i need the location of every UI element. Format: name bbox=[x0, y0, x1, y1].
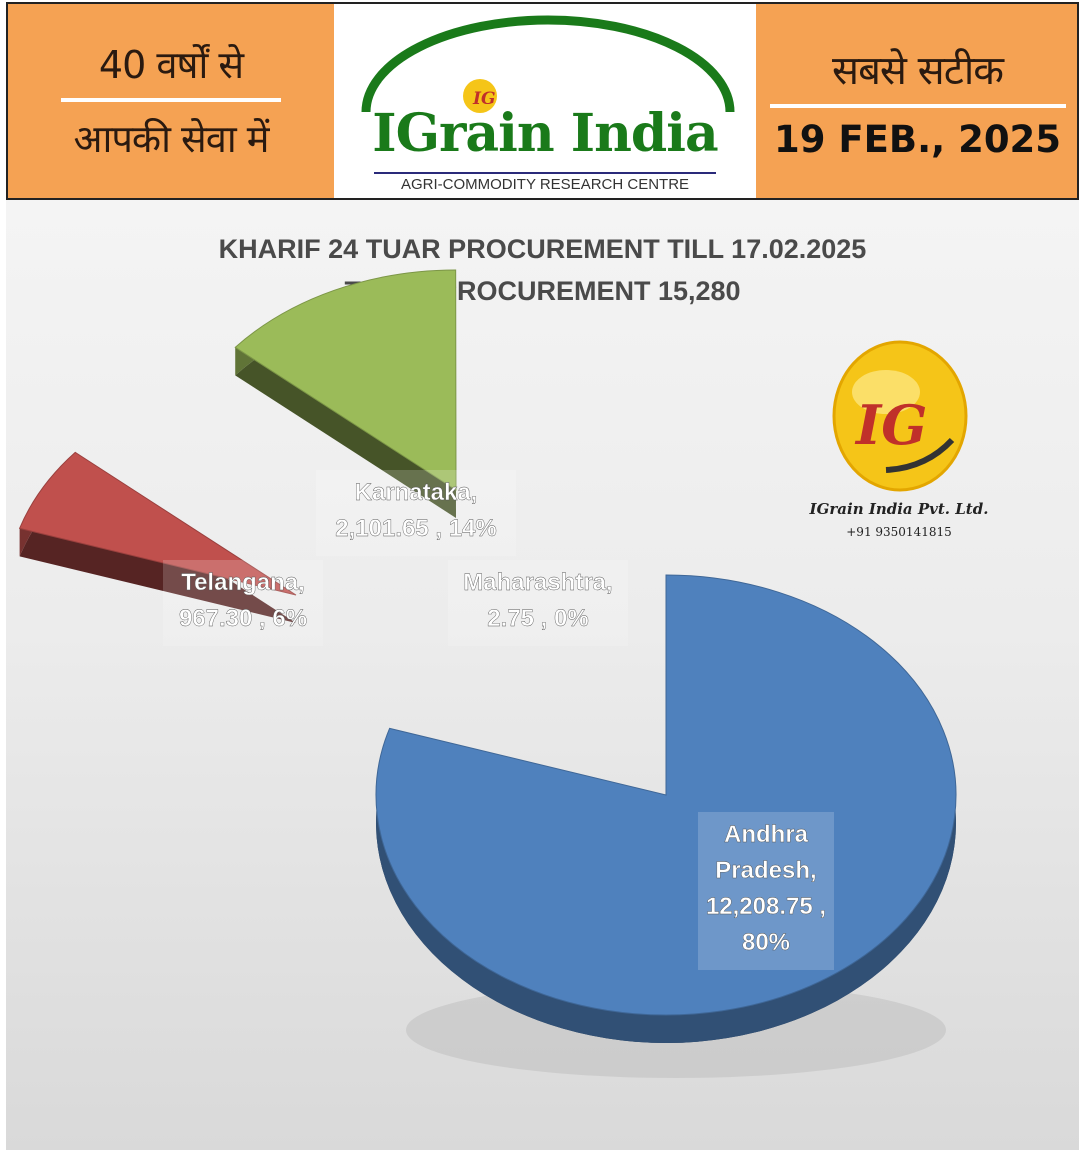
data-label-telangana: Telangana, 967.30 , 6% bbox=[163, 560, 323, 646]
tagline-left: 40 वर्षों से आपकी सेवा में bbox=[8, 4, 334, 198]
tagline-left-line1: 40 वर्षों से bbox=[98, 43, 244, 87]
data-label-maharashtra: Maharashtra, 2.75 , 0% bbox=[448, 560, 628, 646]
divider-rule bbox=[769, 104, 1066, 108]
pie-slice-telangana bbox=[18, 451, 297, 623]
ig-logo-icon: IG bbox=[832, 340, 968, 492]
data-label-line: Andhra bbox=[724, 821, 809, 848]
header-banner: 40 वर्षों से आपकी सेवा में IG IGrain Ind… bbox=[6, 2, 1079, 200]
data-label-line: 80% bbox=[742, 929, 790, 956]
pie-chart: Andhra Pradesh, 12,208.75 , 80% Telangana, 96… bbox=[18, 269, 957, 1078]
brand-logo-letters: IG bbox=[472, 89, 495, 109]
tagline-right-line1: सबसे सटीक bbox=[832, 48, 1004, 94]
tagline-right: सबसे सटीक 19 FEB., 2025 bbox=[756, 4, 1079, 198]
report-date: 19 FEB., 2025 bbox=[773, 118, 1062, 161]
data-label-line: 2.75 , 0% bbox=[487, 605, 588, 632]
company-name: IGrain India Pvt. Ltd. bbox=[809, 500, 989, 518]
pie-slice-karnataka bbox=[234, 269, 457, 518]
data-label-andhra-pradesh: Andhra Pradesh, 12,208.75 , 80% bbox=[698, 812, 834, 970]
data-label-line: 967.30 , 6% bbox=[179, 605, 307, 632]
chart-panel: KHARIF 24 TUAR PROCUREMENT TILL 17.02.20… bbox=[6, 200, 1079, 1150]
data-label-line: Telangana, bbox=[181, 569, 305, 596]
brand-logo-panel: IG IGrain India AGRI-COMMODITY RESEARCH … bbox=[334, 4, 756, 198]
data-label-line: 2,101.65 , 14% bbox=[335, 515, 496, 542]
chart-title: KHARIF 24 TUAR PROCUREMENT TILL 17.02.20… bbox=[218, 234, 867, 264]
data-label-line: 12,208.75 , bbox=[706, 893, 826, 920]
data-label-line: Pradesh, bbox=[715, 857, 816, 884]
brand-tagline: AGRI-COMMODITY RESEARCH CENTRE bbox=[374, 172, 716, 193]
company-phone: +91 9350141815 bbox=[846, 525, 952, 539]
data-label-karnataka: Karnataka, 2,101.65 , 14% bbox=[316, 470, 516, 556]
data-label-line: Karnataka, bbox=[355, 479, 478, 506]
divider-rule bbox=[61, 98, 281, 102]
brand-name: IGrain India bbox=[372, 103, 718, 164]
brand-arch-icon: IG bbox=[361, 15, 735, 113]
ig-logo-letters: IG bbox=[854, 393, 927, 457]
data-label-line: Maharashtra, bbox=[463, 569, 612, 596]
pie-slice-andhra-pradesh bbox=[375, 574, 957, 1043]
tagline-left-line2: आपकी सेवा में bbox=[73, 117, 270, 161]
